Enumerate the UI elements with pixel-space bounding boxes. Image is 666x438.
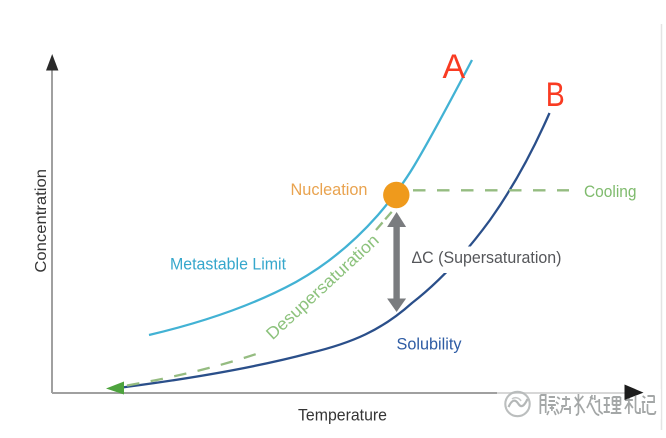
svg-text:A: A [443, 48, 466, 86]
svg-text:Temperature: Temperature [298, 406, 387, 424]
svg-text:B: B [546, 76, 565, 114]
svg-text:Cooling: Cooling [584, 183, 637, 201]
svg-text:ΔC (Supersaturation): ΔC (Supersaturation) [412, 249, 562, 267]
svg-text:Metastable Limit: Metastable Limit [170, 255, 286, 273]
svg-text:Solubility: Solubility [397, 336, 463, 354]
svg-text:Concentration: Concentration [33, 169, 50, 273]
svg-text:Nucleation: Nucleation [291, 181, 368, 199]
